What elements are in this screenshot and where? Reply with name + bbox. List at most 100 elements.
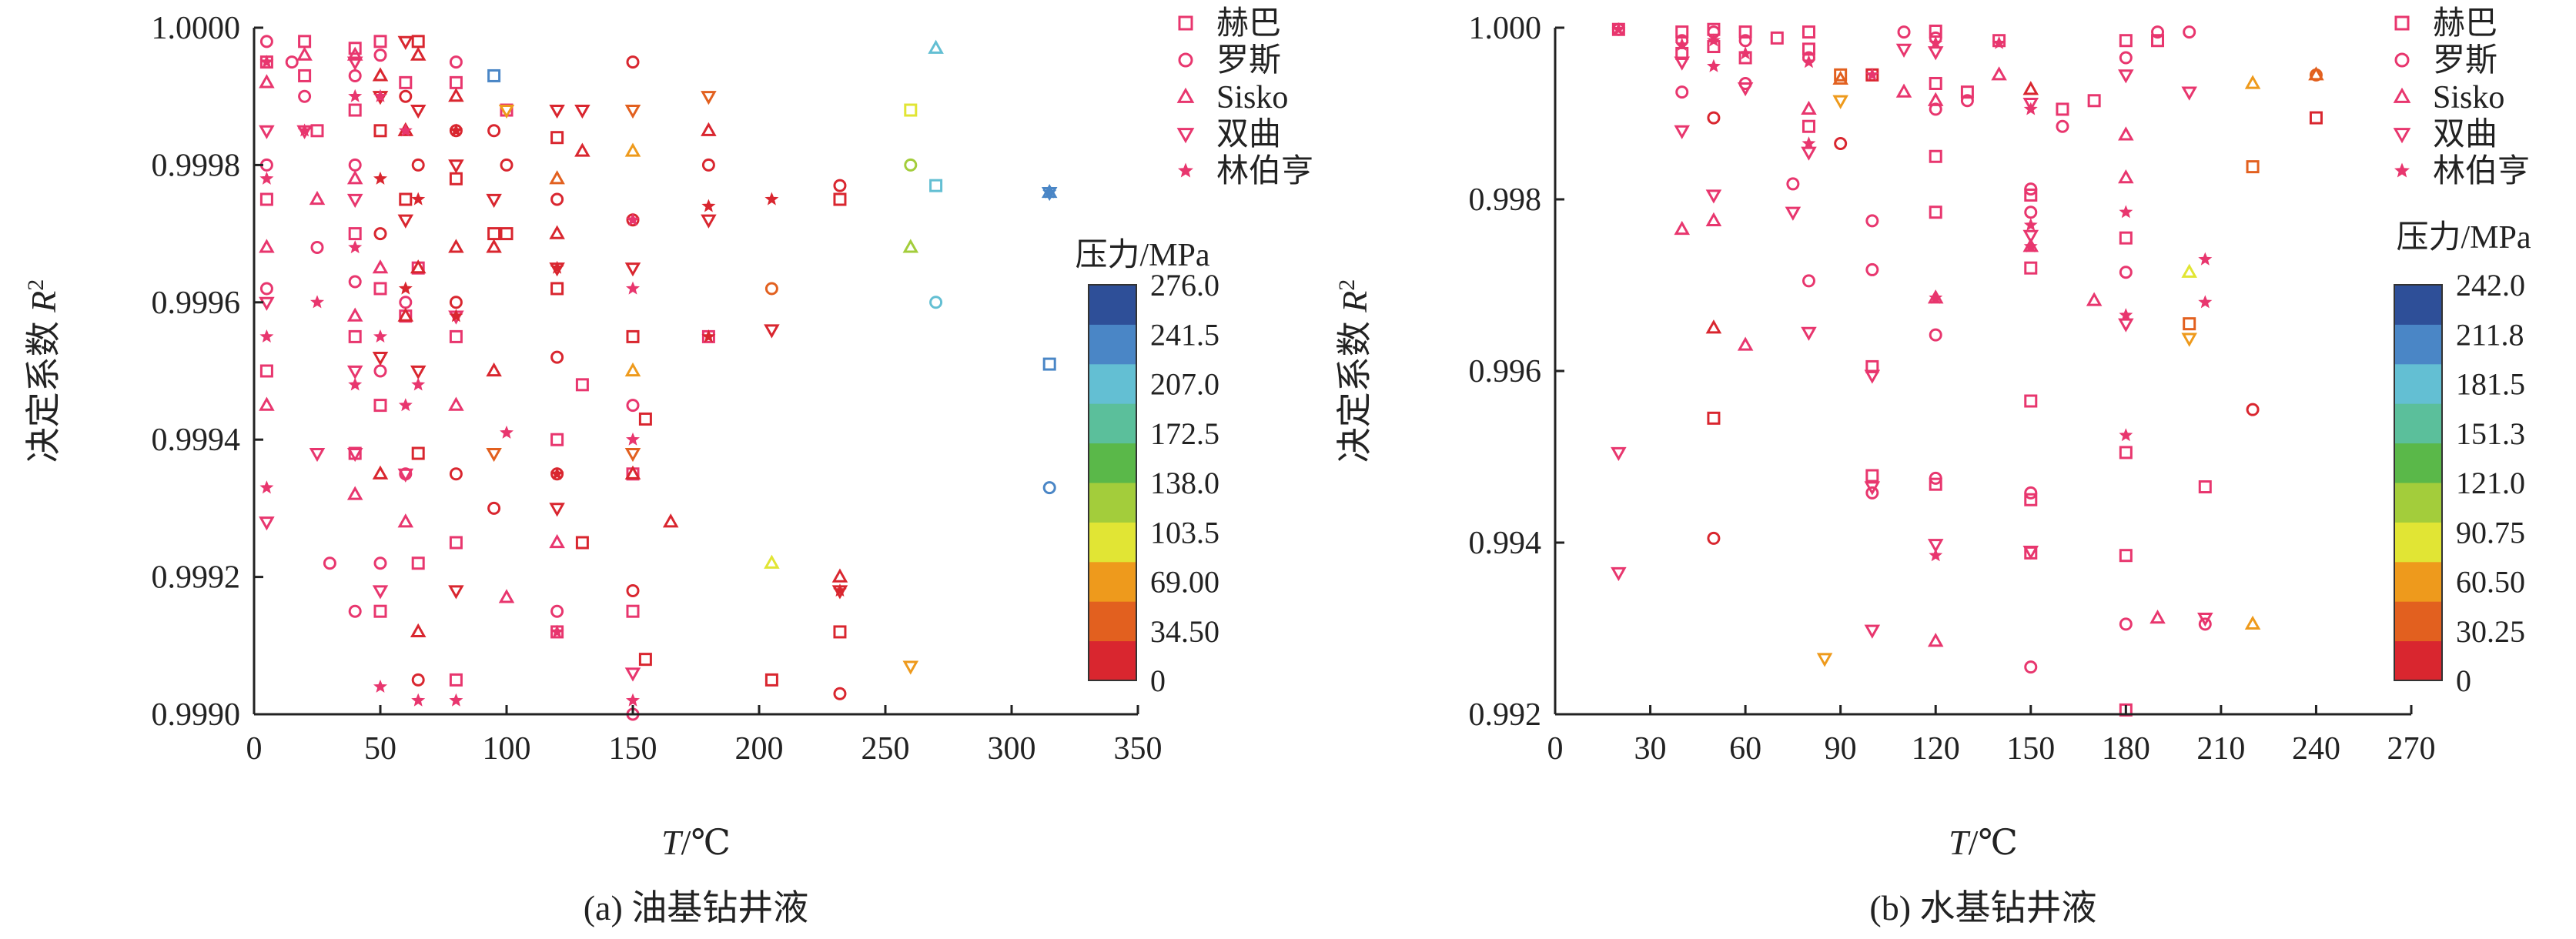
data-point-triangle-down	[902, 660, 919, 675]
x-ticks-b: 0 30 60 90 120 150 180 210 240 270	[1547, 705, 2436, 767]
data-point-triangle-down	[259, 125, 275, 139]
data-point-triangle-up	[372, 465, 389, 480]
data-point-triangle-down	[624, 262, 641, 277]
data-point-triangle-down	[1611, 446, 1627, 462]
data-point-star	[398, 123, 413, 137]
y-tick-label: 0.9994	[152, 423, 241, 458]
data-point-triangle-down	[701, 91, 717, 105]
colorbar-b: 压力/MPa 242.0 211.8 181.5 151.3 121.0 90.75 60.5…	[2394, 220, 2531, 698]
data-point-circle	[1786, 177, 1800, 191]
legend-marker-star	[2394, 162, 2410, 178]
colorbar-segment	[1089, 363, 1136, 404]
data-point-triangle-down	[549, 104, 565, 119]
colorbar-tick-label: 207.0	[1150, 367, 1219, 402]
data-point-circle	[1707, 111, 1721, 125]
data-point-star	[1738, 46, 1753, 60]
colorbar-segment	[1089, 483, 1136, 523]
data-point-circle	[1042, 481, 1056, 495]
colorbar-segment	[2394, 483, 2442, 523]
x-tick-label: 180	[2102, 731, 2150, 767]
data-point-star	[348, 89, 363, 102]
colorbar-tick-label: 103.5	[1150, 515, 1219, 550]
data-point-triangle-up	[549, 533, 565, 549]
data-point-circle	[2024, 182, 2038, 196]
legend-label: 双曲	[2433, 117, 2497, 152]
data-point-circle	[399, 296, 413, 309]
data-point-triangle-down	[397, 35, 414, 50]
colorbar-tick-label: 34.50	[1150, 614, 1219, 649]
x-tick-label: 120	[1912, 731, 1960, 767]
data-point-triangle-up	[662, 513, 679, 528]
data-point-square	[2119, 231, 2133, 245]
colorbar-tick-label: 172.5	[1150, 416, 1219, 451]
x-axis-title-unit-b: /℃	[1969, 823, 2018, 862]
x-tick-label: 50	[364, 731, 396, 767]
data-point-circle	[449, 55, 463, 69]
data-point-star	[2119, 308, 2133, 322]
data-point-triangle-up	[624, 362, 641, 377]
data-point-triangle-up	[410, 46, 427, 61]
data-point-triangle-down	[1927, 46, 1944, 61]
data-point-triangle-up	[259, 74, 275, 89]
data-point-square	[1042, 357, 1056, 371]
data-point-circle	[2056, 119, 2069, 133]
y-ticks-a: 0.9990 0.9992 0.9994 0.9996 0.9998 1.0000	[152, 11, 263, 733]
data-point-triangle-down	[1832, 95, 1848, 109]
data-point-star	[411, 693, 426, 707]
data-point-circle	[1929, 328, 1942, 342]
data-point-square	[487, 227, 501, 241]
colorbar-segment	[1089, 522, 1136, 563]
x-tick-label: 90	[1825, 731, 1857, 767]
colorbar-segment	[1089, 285, 1136, 325]
data-point-star	[2023, 102, 2038, 115]
data-point-square	[1929, 477, 1942, 491]
data-point-square	[2024, 188, 2038, 202]
data-point-square	[298, 35, 312, 48]
data-point-triangle-up	[410, 259, 427, 274]
legend-marker-circle	[1178, 52, 1193, 68]
caption-a: (a) 油基钻井液	[584, 888, 809, 927]
data-point-square	[500, 227, 514, 241]
data-point-circle	[626, 583, 640, 597]
data-point-square	[310, 124, 324, 138]
data-point-circle	[285, 55, 299, 69]
data-point-triangle-down	[574, 104, 590, 119]
data-point-triangle-down	[1864, 369, 1881, 384]
data-point-square	[2119, 446, 2133, 459]
data-point-square	[373, 604, 387, 618]
x-tick-label: 0	[1547, 731, 1564, 767]
data-point-triangle-up	[296, 46, 313, 61]
data-point-triangle-up	[448, 239, 464, 253]
legend-label: 赫巴	[1216, 6, 1281, 42]
colorbar-tick-label: 30.25	[2456, 614, 2525, 649]
colorbar-segment	[1089, 324, 1136, 365]
colorbar-tick-label: 138.0	[1150, 466, 1219, 500]
data-point-triangle-up	[2086, 292, 2103, 306]
data-point-square	[1929, 149, 1942, 163]
colorbar-tick-label: 69.00	[1150, 565, 1219, 600]
data-point-triangle-up	[346, 486, 363, 500]
data-point-triangle-down	[410, 104, 427, 119]
data-point-circle	[550, 604, 564, 618]
data-point-triangle-down	[309, 447, 326, 463]
data-point-star	[1802, 55, 1816, 69]
data-point-triangle-up	[574, 142, 590, 157]
colorbar-segment	[1089, 443, 1136, 483]
data-point-triangle-up	[1674, 220, 1691, 236]
y-axis-title-sup-a: 2	[23, 279, 49, 291]
data-point-triangle-down	[1801, 326, 1817, 341]
data-point-circle	[298, 89, 312, 103]
data-point-triangle-up	[1927, 92, 1944, 106]
data-point-triangle-down	[2181, 86, 2197, 101]
data-point-triangle-down	[2118, 69, 2134, 84]
data-point-triangle-up	[346, 307, 363, 322]
data-point-star	[259, 329, 274, 343]
data-point-square	[550, 131, 564, 145]
data-point-circle	[550, 350, 564, 364]
colorbar-segment	[2394, 363, 2442, 404]
data-point-star	[764, 192, 779, 206]
data-point-triangle-up	[549, 225, 565, 239]
data-point-star	[2023, 239, 2038, 252]
